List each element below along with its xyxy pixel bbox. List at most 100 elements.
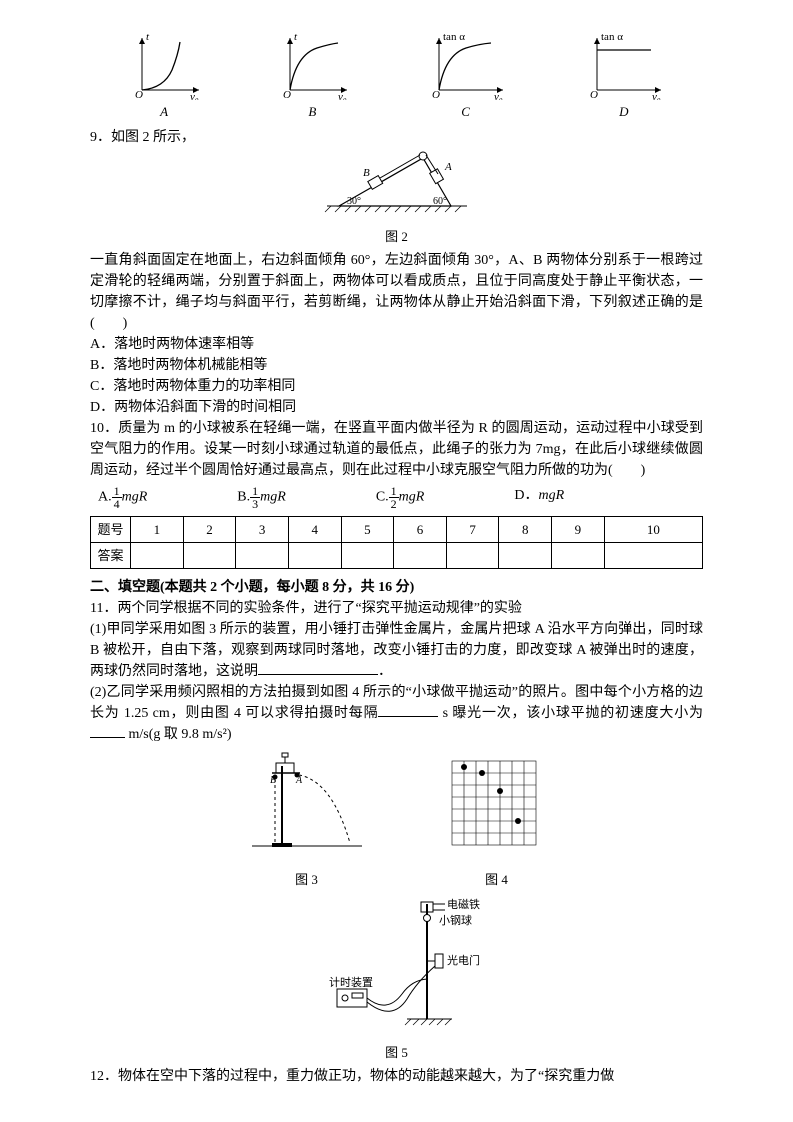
graph-c-label: C	[421, 102, 511, 122]
fig5-timer-label: 计时装置	[329, 976, 373, 989]
origin: O	[135, 89, 143, 100]
graph-d-svg: tan α O v₀	[579, 30, 669, 100]
q9-opt-c: C．落地时两物体重力的功率相同	[90, 376, 703, 397]
fig5-gate-label: 光电门	[447, 953, 480, 967]
origin: O	[283, 89, 291, 100]
fig-row-34: B A 图 3 图 4	[90, 751, 703, 894]
q10-opt-b: B.13mgR	[237, 485, 286, 510]
q9-lead: 如图 2 所示，	[111, 130, 195, 145]
graph-c-svg: tan α O v₀	[421, 30, 511, 100]
opt-a-prefix: A.	[98, 490, 112, 505]
q9-lead-line: 9．如图 2 所示，	[90, 127, 703, 148]
q10-opt-d: D．mgR	[514, 485, 564, 510]
q12-num: 12．	[90, 1069, 118, 1084]
q9-opt-a: A．落地时两物体速率相等	[90, 334, 703, 355]
answer-table: 题号 1 2 3 4 5 6 7 8 9 10 答案	[90, 516, 703, 569]
graph-c: tan α O v₀ C	[421, 30, 511, 122]
col-4: 4	[288, 517, 341, 543]
q9-opt-d: D．两物体沿斜面下滑的时间相同	[90, 397, 703, 418]
svg-text:A: A	[444, 161, 452, 173]
opt-d-prefix: D．	[514, 488, 538, 503]
col-6: 6	[394, 517, 447, 543]
blank-2	[378, 703, 438, 717]
ans-cell	[446, 543, 499, 569]
fig2-wrap: 30° 60° B A 图 2	[90, 148, 703, 247]
fig5-ball-label: 小钢球	[439, 913, 472, 927]
origin: O	[590, 89, 598, 100]
table-row-header: 题号 1 2 3 4 5 6 7 8 9 10	[91, 517, 703, 543]
svg-text:60°: 60°	[433, 196, 447, 207]
fig2-svg: 30° 60° B A	[317, 148, 477, 218]
opt-tail: mgR	[122, 490, 148, 505]
opt-tail: mgR	[260, 490, 286, 505]
q12-body: 物体在空中下落的过程中，重力做正功，物体的动能越来越大，为了“探究重力做	[118, 1069, 614, 1084]
opt-c-prefix: C.	[376, 490, 389, 505]
col-5: 5	[341, 517, 394, 543]
q9-opt-b: B．落地时两物体机械能相等	[90, 355, 703, 376]
q11-p2: (2)乙同学采用频闪照相的方法拍摄到如图 4 所示的“小球做平抛运动”的照片。图…	[90, 682, 703, 745]
fig3-caption: 图 3	[242, 870, 372, 890]
opt-tail: mgR	[399, 490, 425, 505]
ans-cell	[341, 543, 394, 569]
q9-body: 一直角斜面固定在地面上，右边斜面倾角 60°，左边斜面倾角 30°，A、B 两物…	[90, 250, 703, 334]
q10-num: 10．	[90, 421, 118, 436]
ans-cell	[394, 543, 447, 569]
ans-cell	[131, 543, 184, 569]
ans-cell	[183, 543, 236, 569]
row2-head: 答案	[91, 543, 131, 569]
q12-line: 12．物体在空中下落的过程中，重力做正功，物体的动能越来越大，为了“探究重力做	[90, 1066, 703, 1087]
graph-b-svg: t O v₀	[272, 30, 352, 100]
svg-text:B: B	[363, 167, 370, 179]
x-label: v₀	[190, 91, 199, 100]
q11-lead-line: 11．两个同学根据不同的实验条件，进行了“探究平抛运动规律”的实验	[90, 598, 703, 619]
graph-a-svg: t O v₀	[124, 30, 204, 100]
q9-num: 9．	[90, 130, 111, 145]
graph-b: t O v₀ B	[272, 30, 352, 122]
fig5-svg: 电磁铁 小钢球 光电门 计时装置	[287, 894, 507, 1034]
col-7: 7	[446, 517, 499, 543]
col-10: 10	[604, 517, 702, 543]
graph-a-label: A	[124, 102, 204, 122]
fig5-em-label: 电磁铁	[447, 898, 480, 911]
graph-row: t O v₀ A t O v₀ B tan α O v₀	[90, 30, 703, 122]
fig2-caption: 图 2	[90, 227, 703, 247]
origin: O	[432, 89, 440, 100]
q11-lead: 两个同学根据不同的实验条件，进行了“探究平抛运动规律”的实验	[117, 601, 521, 616]
graph-d: tan α O v₀ D	[579, 30, 669, 122]
opt-d-tail: mgR	[538, 488, 564, 503]
fig4-svg	[442, 751, 552, 861]
frac-den: 2	[389, 498, 399, 510]
q11-p2-b: s 曝光一次，该小球平抛的初速度大小为	[438, 706, 703, 721]
q11-p1-pre: (1)甲同学采用如图 3 所示的装置，用小锤打击弹性金属片，金属片把球 A 沿水…	[90, 622, 703, 679]
ans-cell	[604, 543, 702, 569]
x-label: v₀	[494, 91, 503, 100]
col-3: 3	[236, 517, 289, 543]
q10-body: 质量为 m 的小球被系在轻绳一端，在竖直平面内做半径为 R 的圆周运动，运动过程…	[90, 421, 703, 478]
ans-cell	[236, 543, 289, 569]
q11-num: 11．	[90, 601, 117, 616]
col-2: 2	[183, 517, 236, 543]
y-label: tan α	[443, 31, 465, 43]
graph-b-label: B	[272, 102, 352, 122]
fig4-caption: 图 4	[442, 870, 552, 890]
graph-d-label: D	[579, 102, 669, 122]
ans-cell	[499, 543, 552, 569]
q10-options: A.14mgR B.13mgR C.12mgR D．mgR	[90, 485, 703, 510]
opt-b-prefix: B.	[237, 490, 250, 505]
fig5-caption: 图 5	[90, 1043, 703, 1063]
fig3-wrap: B A 图 3	[242, 751, 372, 894]
col-8: 8	[499, 517, 552, 543]
x-label: v₀	[652, 91, 661, 100]
frac-den: 3	[250, 498, 260, 510]
svg-text:30°: 30°	[347, 196, 361, 207]
fig5-wrap: 电磁铁 小钢球 光电门 计时装置 图 5	[90, 894, 703, 1063]
fig4-wrap: 图 4	[442, 751, 552, 894]
fig3-svg: B A	[242, 751, 372, 861]
y-label: tan α	[601, 31, 623, 43]
q10-opt-c: C.12mgR	[376, 485, 425, 510]
y-label: t	[146, 31, 150, 43]
x-label: v₀	[338, 91, 347, 100]
blank-1	[258, 661, 378, 675]
q11-p1-post: ．	[378, 664, 392, 679]
ans-cell	[288, 543, 341, 569]
